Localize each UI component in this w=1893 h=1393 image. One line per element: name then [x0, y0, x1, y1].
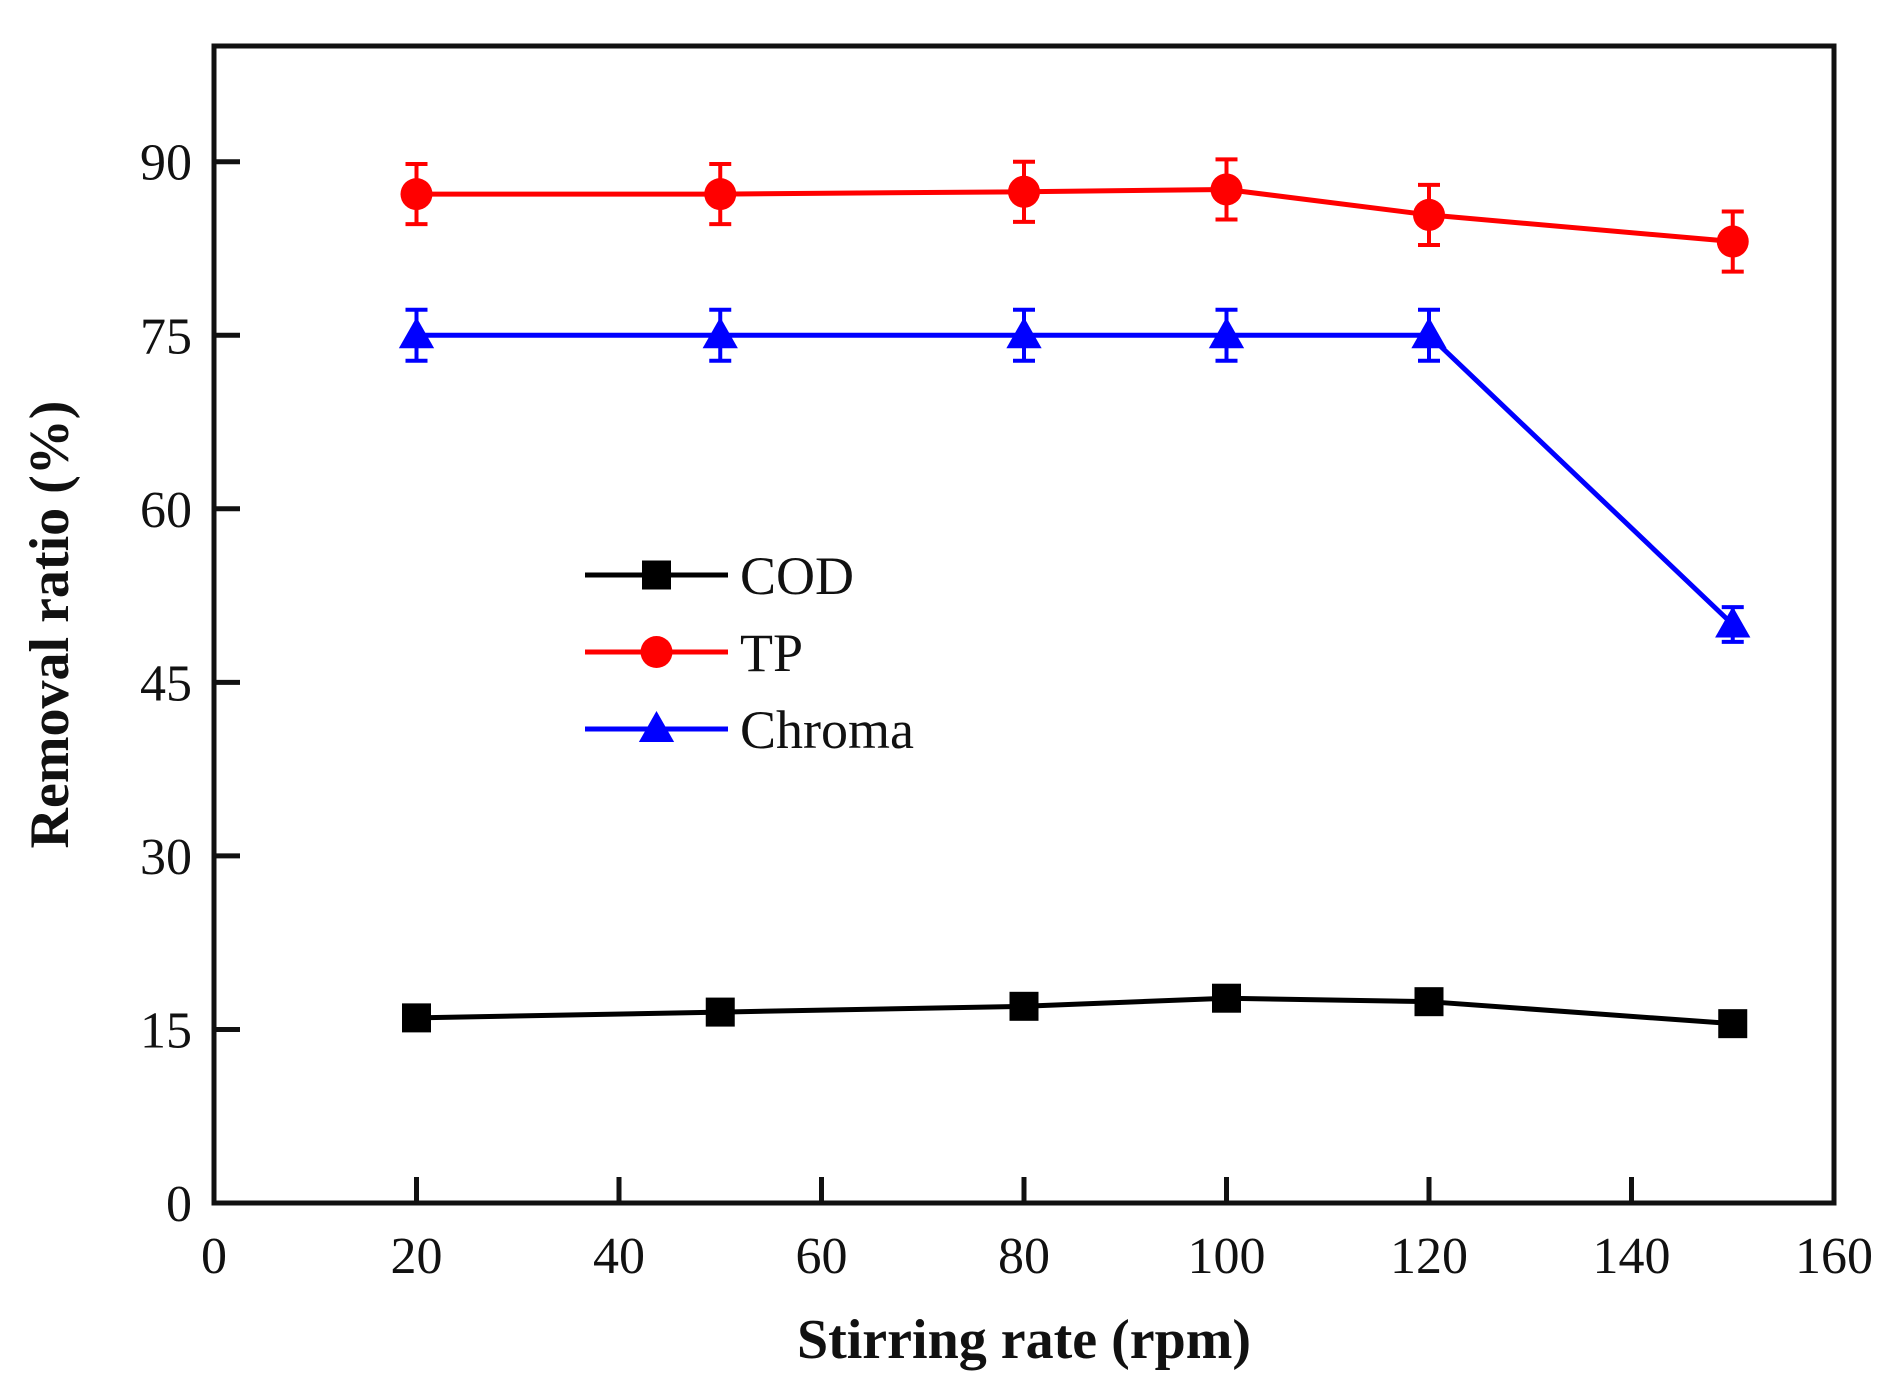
series-cod: [402, 983, 1748, 1039]
y-tick-label: 75: [140, 308, 192, 365]
legend-label: Chroma: [740, 700, 914, 760]
legend-label: TP: [740, 623, 803, 683]
data-point: [1718, 1009, 1748, 1039]
y-tick-label: 15: [140, 1002, 192, 1059]
y-tick-label: 0: [166, 1176, 192, 1233]
data-point: [702, 317, 738, 349]
legend-marker: [638, 711, 675, 742]
data-point: [1006, 317, 1042, 349]
data-point: [402, 1003, 431, 1033]
x-tick-label: 60: [796, 1228, 848, 1285]
x-axis-title: Stirring rate (rpm): [797, 1309, 1251, 1371]
y-tick-label: 90: [140, 135, 192, 192]
x-tick-label: 140: [1593, 1228, 1671, 1285]
x-tick-label: 0: [201, 1228, 227, 1285]
data-point: [705, 997, 735, 1027]
x-tick-label: 20: [391, 1228, 443, 1285]
legend-marker: [642, 560, 671, 590]
x-axis-ticks: 0 20 40 60 80 100 120 140 160: [201, 1177, 1873, 1285]
data-point: [1210, 173, 1243, 206]
data-point: [1411, 317, 1447, 349]
series-layer: [398, 157, 1751, 1039]
series-chroma: [398, 307, 1751, 644]
data-point: [400, 178, 433, 211]
data-point: [1212, 983, 1241, 1013]
series-line-tp: [416, 186, 1733, 245]
y-tick-label: 30: [140, 829, 192, 886]
data-point: [1009, 991, 1039, 1021]
data-point: [1208, 317, 1245, 349]
data-point: [1008, 175, 1040, 208]
legend-item-tp: TP: [585, 623, 803, 683]
y-axis-ticks: 0 15 30 45 60 75 90: [140, 135, 240, 1233]
data-point: [1715, 606, 1751, 638]
x-tick-label: 120: [1390, 1228, 1468, 1285]
y-axis-title: Removal ratio (%): [19, 401, 81, 849]
y-tick-label: 45: [140, 655, 192, 712]
legend-label: COD: [740, 546, 854, 606]
data-point: [398, 317, 435, 349]
x-tick-label: 100: [1188, 1228, 1266, 1285]
data-point: [1414, 987, 1444, 1017]
x-tick-label: 40: [593, 1228, 645, 1285]
legend-item-cod: COD: [585, 546, 854, 606]
x-tick-label: 160: [1795, 1228, 1873, 1285]
legend-marker: [640, 636, 673, 668]
series-line-cod: [416, 995, 1733, 1027]
data-point: [1716, 225, 1749, 258]
data-point: [704, 178, 737, 211]
data-point: [1413, 198, 1445, 231]
legend: COD TP Chroma: [585, 546, 914, 760]
legend-item-chroma: Chroma: [585, 700, 914, 760]
x-tick-label: 80: [998, 1228, 1050, 1285]
series-tp: [400, 157, 1749, 274]
y-tick-label: 60: [140, 482, 192, 539]
series-line-chroma: [416, 332, 1735, 627]
